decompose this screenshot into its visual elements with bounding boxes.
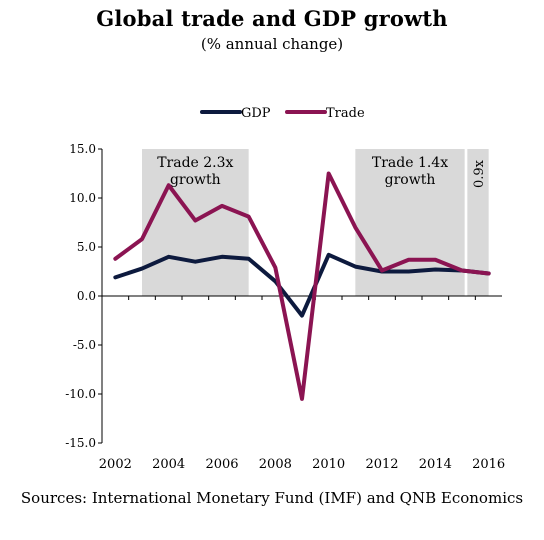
region-label-1-line-2: growth	[170, 172, 221, 188]
region-label-2-line-2: growth	[385, 172, 436, 188]
region-label-3: 0.9x	[472, 159, 487, 188]
legend-label-gdp: GDP	[241, 106, 271, 121]
x-tick-label: 2004	[152, 457, 185, 472]
x-tick-label: 2016	[472, 457, 505, 472]
shaded-region-3	[467, 149, 489, 296]
x-tick-label: 2002	[99, 457, 132, 472]
y-tick-label: -15.0	[65, 436, 96, 450]
x-tick-label: 2006	[205, 457, 238, 472]
y-tick-label: -5.0	[73, 338, 96, 352]
chart-subtitle: (% annual change)	[200, 35, 344, 53]
source-note: Sources: International Monetary Fund (IM…	[20, 489, 524, 507]
y-tick-label: -10.0	[65, 387, 96, 401]
series-line-gdp	[113, 252, 491, 318]
region-label-2-line-1: Trade 1.4x	[372, 155, 448, 171]
region-label-1-line-1: Trade 2.3x	[157, 155, 233, 171]
x-tick-label: 2012	[365, 457, 398, 472]
y-tick-label: 5.0	[77, 240, 96, 254]
y-tick-label: 10.0	[69, 191, 96, 205]
series-line-trade	[113, 171, 491, 401]
x-tick-label: 2014	[419, 457, 452, 472]
x-tick-label: 2008	[259, 457, 292, 472]
y-tick-label: 0.0	[77, 289, 96, 303]
series-lines	[113, 171, 491, 401]
chart-title: Global trade and GDP growth	[96, 6, 448, 31]
y-tick-label: 15.0	[69, 142, 96, 156]
x-tick-label: 2010	[312, 457, 345, 472]
legend: GDP Trade	[200, 106, 365, 121]
legend-label-trade: Trade	[326, 106, 365, 121]
